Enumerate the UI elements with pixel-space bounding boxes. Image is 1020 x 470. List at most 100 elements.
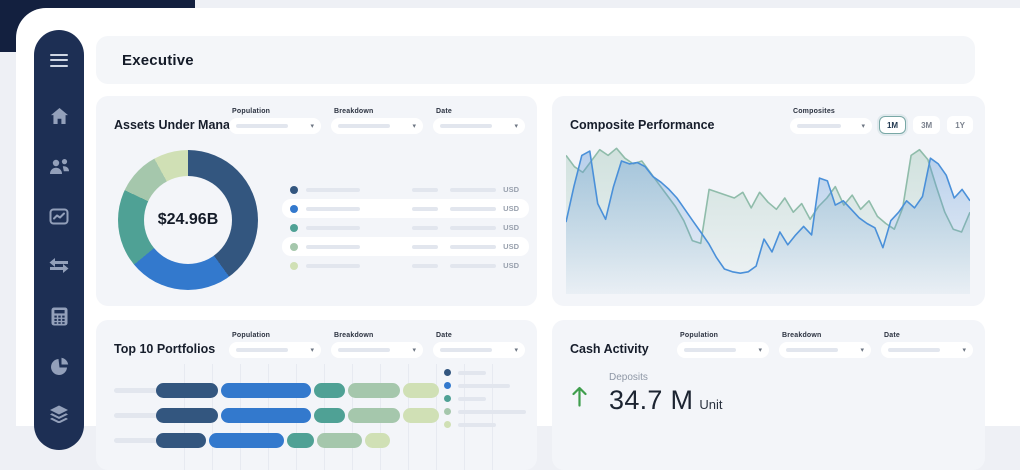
filter-label: Breakdown: [334, 332, 374, 339]
legend-item: [444, 379, 526, 392]
placeholder-bar: [888, 348, 940, 352]
legend-row[interactable]: USD: [282, 218, 529, 237]
population-select[interactable]: ▾: [229, 342, 321, 358]
breakdown-select[interactable]: ▾: [331, 118, 423, 134]
metric-text: Deposits 34.7 M Unit: [609, 372, 722, 416]
date-select[interactable]: ▾: [433, 342, 525, 358]
legend-dot: [444, 369, 451, 376]
sidebar-item-transactions[interactable]: [48, 256, 70, 276]
legend-dot: [290, 261, 298, 270]
sidebar-item-calculator[interactable]: [48, 306, 70, 326]
page-title: Executive: [122, 51, 194, 69]
card-composite-performance: Composite Performance Composites ▾ 1M 3M…: [552, 96, 985, 306]
filter-label: Population: [232, 108, 271, 115]
filter-breakdown: Breakdown ▾: [331, 106, 423, 134]
filter-population: Population ▾: [229, 106, 321, 134]
legend-row[interactable]: USD: [282, 180, 529, 199]
home-icon: [50, 107, 68, 125]
legend-row[interactable]: USD: [282, 237, 529, 256]
placeholder-bar: [114, 413, 169, 418]
date-select[interactable]: ▾: [881, 342, 973, 358]
legend-row[interactable]: USD: [282, 256, 529, 275]
placeholder-bar: [306, 206, 360, 211]
filter-label: Breakdown: [334, 108, 374, 115]
chevron-down-icon: ▾: [412, 346, 416, 354]
legend-item: [444, 392, 526, 405]
currency-label: USD: [503, 223, 519, 232]
currency-label: USD: [503, 261, 519, 270]
placeholder-bar: [306, 244, 360, 249]
population-select[interactable]: ▾: [677, 342, 769, 358]
chart-folder-icon: [49, 208, 69, 224]
bar-segment: [403, 408, 439, 423]
placeholder-bar: [412, 263, 439, 268]
placeholder-bar: [412, 206, 439, 211]
placeholder-bar: [450, 206, 497, 211]
placeholder-bar: [458, 422, 496, 427]
bar-segment: [156, 433, 206, 448]
currency-label: USD: [503, 204, 519, 213]
placeholder-bar: [450, 187, 497, 192]
currency-label: USD: [503, 185, 519, 194]
bar-segment: [314, 383, 345, 398]
placeholder-bar: [236, 124, 288, 128]
filter-date: Date ▾: [433, 106, 525, 134]
breakdown-select[interactable]: ▾: [779, 342, 871, 358]
bar-segment: [348, 383, 400, 398]
portfolios-bar-chart: [96, 360, 537, 470]
sidebar-item-performance[interactable]: [48, 206, 70, 226]
filter-label: Population: [232, 332, 271, 339]
sidebar-item-allocation[interactable]: [48, 356, 70, 376]
gridline: [492, 364, 493, 470]
portfolio-row: [96, 408, 537, 423]
placeholder-bar: [458, 383, 510, 388]
filter-label: Breakdown: [782, 332, 822, 339]
cash-filters: Population ▾ Breakdown ▾ Date ▾: [677, 330, 973, 358]
bar-segment: [314, 408, 345, 423]
range-button-1y[interactable]: 1Y: [947, 116, 973, 134]
range-button-3m[interactable]: 3M: [913, 116, 941, 134]
bar-segment: [221, 383, 311, 398]
layers-icon: [50, 405, 68, 423]
composites-select[interactable]: ▾: [789, 118, 872, 134]
metric-value-line: 34.7 M Unit: [609, 385, 722, 416]
range-button-1m[interactable]: 1M: [878, 116, 907, 134]
deposits-value: 34.7 M: [609, 385, 694, 415]
legend-item: [444, 405, 526, 418]
stacked-bar: [156, 408, 439, 423]
stacked-bar: [156, 383, 439, 398]
legend-row[interactable]: USD: [282, 199, 529, 218]
bar-segment: [348, 408, 400, 423]
population-select[interactable]: ▾: [229, 118, 321, 134]
filter-label: Date: [884, 332, 900, 339]
legend-dot: [444, 395, 451, 402]
portfolio-row: [96, 433, 537, 448]
stacked-bar: [156, 433, 390, 448]
donut-hole: $24.96B: [144, 176, 232, 264]
filter-composites: Composites ▾: [789, 106, 872, 134]
aum-total-value: $24.96B: [157, 211, 219, 228]
card-title: Top 10 Portfolios: [114, 342, 216, 356]
menu-button[interactable]: [48, 50, 70, 70]
hamburger-icon: [50, 53, 68, 67]
breakdown-select[interactable]: ▾: [331, 342, 423, 358]
deposits-unit: Unit: [699, 397, 723, 412]
sidebar-item-layers[interactable]: [48, 404, 70, 424]
date-select[interactable]: ▾: [433, 118, 525, 134]
sidebar: [34, 30, 84, 450]
sidebar-item-clients[interactable]: [48, 156, 70, 176]
placeholder-bar: [450, 263, 497, 268]
users-icon: [49, 158, 69, 174]
bar-segment: [209, 433, 284, 448]
card-assets-under-management: Assets Under Management Population ▾ Bre…: [96, 96, 537, 306]
gridline: [464, 364, 465, 470]
placeholder-bar: [796, 124, 841, 128]
metric-label: Deposits: [609, 372, 648, 383]
sidebar-item-home[interactable]: [48, 106, 70, 126]
chevron-down-icon: ▾: [412, 122, 416, 130]
aum-filters: Population ▾ Breakdown ▾ Date ▾: [229, 106, 525, 134]
placeholder-bar: [450, 244, 497, 249]
portfolios-legend: [444, 366, 526, 431]
up-arrow-icon: [572, 386, 587, 407]
chevron-down-icon: ▾: [758, 346, 762, 354]
